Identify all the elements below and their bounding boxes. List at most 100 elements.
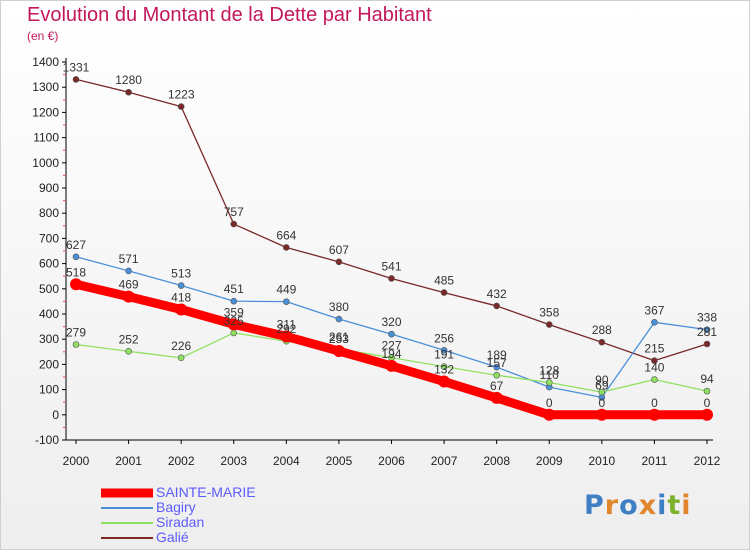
data-point-bagiry (283, 298, 290, 305)
legend-item: Bagiry (101, 499, 401, 515)
data-label-siradan: 157 (487, 356, 507, 370)
data-label-bagiry: 627 (66, 238, 86, 252)
data-point-bagiry (230, 297, 238, 305)
data-point-bagiry (440, 346, 448, 354)
data-point-galié (283, 244, 290, 251)
data-label-sainte-marie: 0 (651, 396, 658, 410)
data-label-siradan: 90 (595, 373, 609, 387)
data-point-sainte-marie (648, 408, 661, 421)
legend-label: Siradan (156, 514, 205, 530)
data-label-galié: 358 (539, 306, 559, 320)
data-point-galié (177, 103, 185, 110)
legend-item: SAINTE-MARIE (101, 484, 401, 500)
x-tick-label: 2002 (168, 454, 195, 468)
data-point-sainte-marie (280, 330, 293, 343)
data-point-sainte-marie (490, 391, 503, 404)
data-point-sainte-marie (227, 318, 240, 331)
y-tick-label: 600 (39, 257, 59, 271)
logo-letter: P (584, 490, 605, 521)
y-tick-label: 1000 (32, 156, 59, 170)
legend-swatch (101, 488, 153, 497)
y-tick-label: 1400 (32, 55, 59, 69)
proxiti-logo: Proxiti (584, 490, 692, 521)
logo-letter: x (638, 490, 658, 521)
series-layer (70, 76, 713, 421)
data-label-galié: 288 (592, 323, 612, 337)
x-tick-label: 2005 (326, 454, 353, 468)
data-label-siradan: 226 (171, 339, 191, 353)
y-tick-label: -100 (35, 433, 59, 447)
legend-swatch (101, 521, 153, 524)
x-tick-label: 2006 (378, 454, 405, 468)
data-label-galié: 607 (329, 243, 349, 257)
x-tick-label: 2004 (273, 454, 300, 468)
data-point-galié (335, 258, 343, 266)
data-label-galié: 485 (434, 274, 454, 288)
legend: SAINTE-MARIE Bagiry Siradan Galié (101, 484, 401, 545)
x-tick-label: 2011 (642, 454, 668, 468)
data-point-bagiry (177, 282, 185, 289)
data-label-sainte-marie: 67 (490, 379, 504, 393)
data-label-sainte-marie: 418 (171, 290, 191, 304)
logo-letter: t (667, 490, 682, 521)
data-label-galié: 664 (276, 228, 296, 242)
data-point-sainte-marie (595, 408, 608, 421)
data-label-siradan: 140 (644, 361, 664, 375)
legend-item: Galié (101, 529, 401, 545)
data-label-sainte-marie: 0 (598, 396, 605, 410)
y-tick-label: 500 (39, 282, 59, 296)
legend-item: Siradan (101, 514, 401, 530)
data-label-siradan: 252 (119, 332, 139, 346)
legend-label: SAINTE-MARIE (156, 484, 256, 500)
data-label-galié: 281 (697, 325, 717, 339)
data-point-galié (125, 88, 132, 96)
chart-subtitle: (en €) (27, 29, 59, 43)
chart-title: Evolution du Montant de la Dette par Hab… (27, 4, 432, 26)
data-label-bagiry: 189 (487, 348, 507, 362)
data-point-galié (493, 302, 500, 310)
data-label-galié: 541 (381, 259, 401, 273)
data-label-sainte-marie: 518 (66, 265, 86, 279)
data-label-bagiry: 338 (697, 311, 717, 325)
y-tick-label: 200 (39, 357, 59, 371)
data-label-siradan: 292 (276, 322, 296, 336)
data-label-bagiry: 367 (644, 303, 664, 317)
data-point-bagiry (388, 330, 395, 338)
data-point-galié (230, 220, 238, 228)
data-label-galié: 1223 (168, 88, 195, 102)
data-label-siradan: 261 (329, 330, 349, 344)
data-point-siradan (440, 363, 448, 370)
data-label-sainte-marie: 359 (224, 305, 244, 319)
data-point-galié (651, 357, 658, 364)
data-label-siradan: 128 (539, 364, 559, 378)
data-point-sainte-marie (122, 290, 135, 303)
y-tick-label: 800 (39, 206, 59, 220)
data-point-siradan (651, 376, 658, 383)
legend-swatch (101, 536, 153, 539)
data-label-bagiry: 513 (171, 267, 191, 281)
data-label-bagiry: 380 (329, 300, 349, 314)
data-point-sainte-marie (385, 359, 398, 372)
data-label-siradan: 227 (381, 339, 401, 353)
logo-letter: i (657, 490, 668, 521)
y-tick-label: 1300 (32, 80, 59, 94)
data-label-sainte-marie: 311 (277, 317, 296, 331)
x-tick-label: 2009 (536, 454, 563, 468)
x-tick-label: 2003 (220, 454, 247, 468)
data-point-sainte-marie (70, 278, 82, 291)
x-tick-label: 2010 (588, 454, 615, 468)
logo-letter: i (681, 490, 692, 521)
data-label-galié: 1280 (115, 73, 142, 87)
data-point-galié (388, 275, 395, 282)
data-point-bagiry (493, 363, 500, 371)
y-tick-label: 900 (39, 181, 59, 195)
legend-swatch (101, 506, 153, 509)
y-tick-label: 1100 (33, 131, 59, 145)
data-point-galié (440, 289, 448, 296)
data-label-siradan: 191 (434, 348, 454, 362)
data-label-bagiry: 320 (381, 315, 401, 329)
data-label-galié: 757 (224, 205, 244, 219)
y-tick-label: 100 (39, 383, 59, 397)
